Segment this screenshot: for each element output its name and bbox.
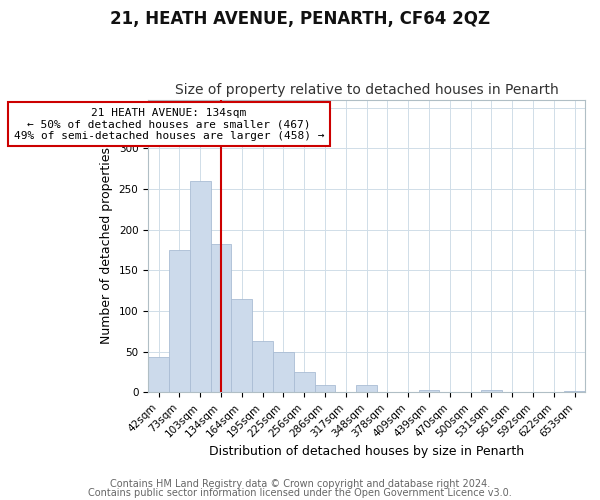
Bar [356, 385, 377, 392]
Title: Size of property relative to detached houses in Penarth: Size of property relative to detached ho… [175, 83, 559, 97]
Bar [190, 181, 211, 392]
Text: 21, HEATH AVENUE, PENARTH, CF64 2QZ: 21, HEATH AVENUE, PENARTH, CF64 2QZ [110, 10, 490, 28]
Bar [211, 244, 232, 392]
Bar [273, 352, 294, 393]
Bar [148, 356, 169, 392]
Text: 21 HEATH AVENUE: 134sqm
← 50% of detached houses are smaller (467)
49% of semi-d: 21 HEATH AVENUE: 134sqm ← 50% of detache… [14, 108, 324, 141]
Bar [169, 250, 190, 392]
Bar [232, 299, 252, 392]
Bar [314, 385, 335, 392]
Bar [564, 390, 585, 392]
Bar [481, 390, 502, 392]
Text: Contains public sector information licensed under the Open Government Licence v3: Contains public sector information licen… [88, 488, 512, 498]
X-axis label: Distribution of detached houses by size in Penarth: Distribution of detached houses by size … [209, 444, 524, 458]
Bar [252, 341, 273, 392]
Y-axis label: Number of detached properties: Number of detached properties [100, 148, 113, 344]
Bar [419, 390, 439, 392]
Text: Contains HM Land Registry data © Crown copyright and database right 2024.: Contains HM Land Registry data © Crown c… [110, 479, 490, 489]
Bar [294, 372, 314, 392]
